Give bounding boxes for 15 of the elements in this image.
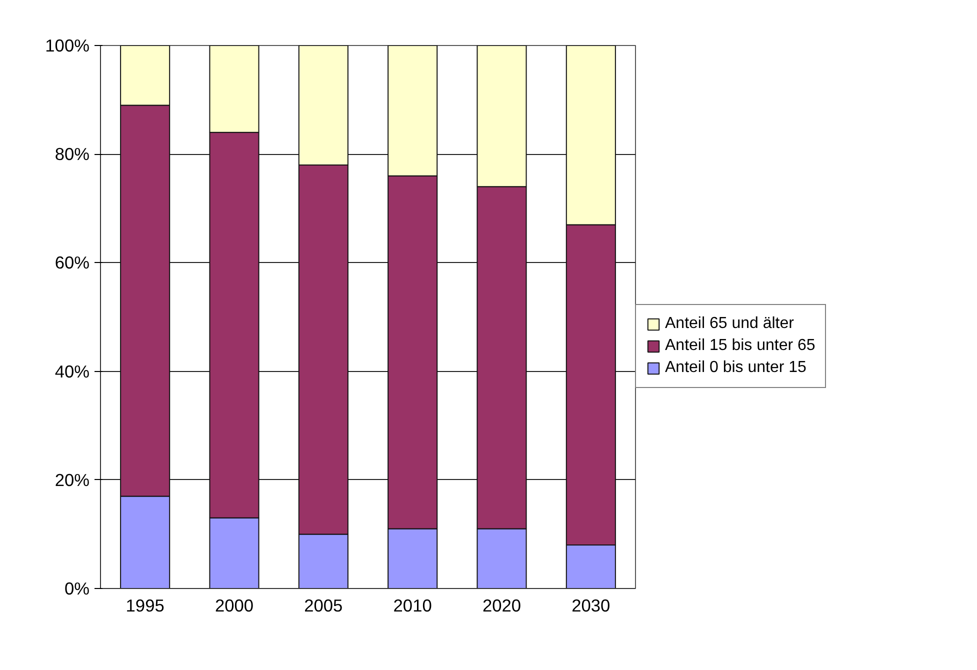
- x-tick-label: 2010: [393, 596, 432, 616]
- y-tick-label: 60%: [54, 252, 90, 273]
- y-tick-label: 20%: [54, 470, 90, 490]
- y-tick-label: 80%: [54, 144, 90, 164]
- x-tick-label: 1995: [126, 596, 164, 616]
- legend-label: Anteil 0 bis unter 15: [665, 359, 806, 377]
- y-tick-label: 0%: [64, 578, 90, 598]
- x-tick-label: 2000: [214, 596, 254, 616]
- x-tick-label: 2030: [572, 596, 610, 616]
- legend-label: Anteil 15 bis unter 65: [665, 337, 816, 355]
- x-tick-label: 2020: [482, 596, 522, 616]
- x-tick-label: 2005: [304, 596, 343, 616]
- legend-label: Anteil 65 und älter: [665, 315, 794, 333]
- y-tick-label: 40%: [54, 361, 90, 382]
- y-tick-label: 100%: [45, 36, 90, 56]
